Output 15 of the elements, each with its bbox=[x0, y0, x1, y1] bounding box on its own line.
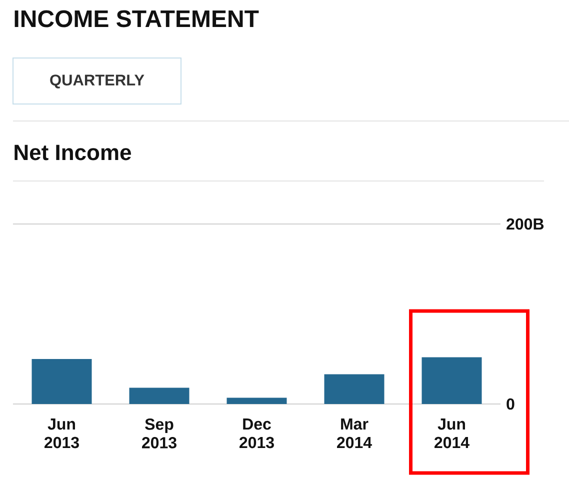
x-tick-label: Jun 2013 bbox=[44, 418, 79, 448]
bar bbox=[129, 388, 190, 404]
bar bbox=[32, 359, 92, 404]
x-tick-label: Jun 2014 bbox=[434, 418, 470, 448]
bar bbox=[422, 357, 482, 404]
y-tick-label: 0 bbox=[506, 398, 514, 410]
x-tick-label: Mar 2014 bbox=[337, 418, 372, 448]
chart-subtitle: Net Income bbox=[14, 144, 132, 160]
bar bbox=[324, 374, 384, 404]
x-tick-label: Dec 2013 bbox=[240, 418, 274, 448]
bar bbox=[226, 398, 287, 404]
text: QUARTERLY bbox=[50, 74, 144, 88]
y-tick-label: 200B bbox=[506, 218, 544, 230]
chart-title: INCOME STATEMENT bbox=[14, 10, 259, 28]
x-tick-label: Sep 2013 bbox=[142, 418, 176, 448]
